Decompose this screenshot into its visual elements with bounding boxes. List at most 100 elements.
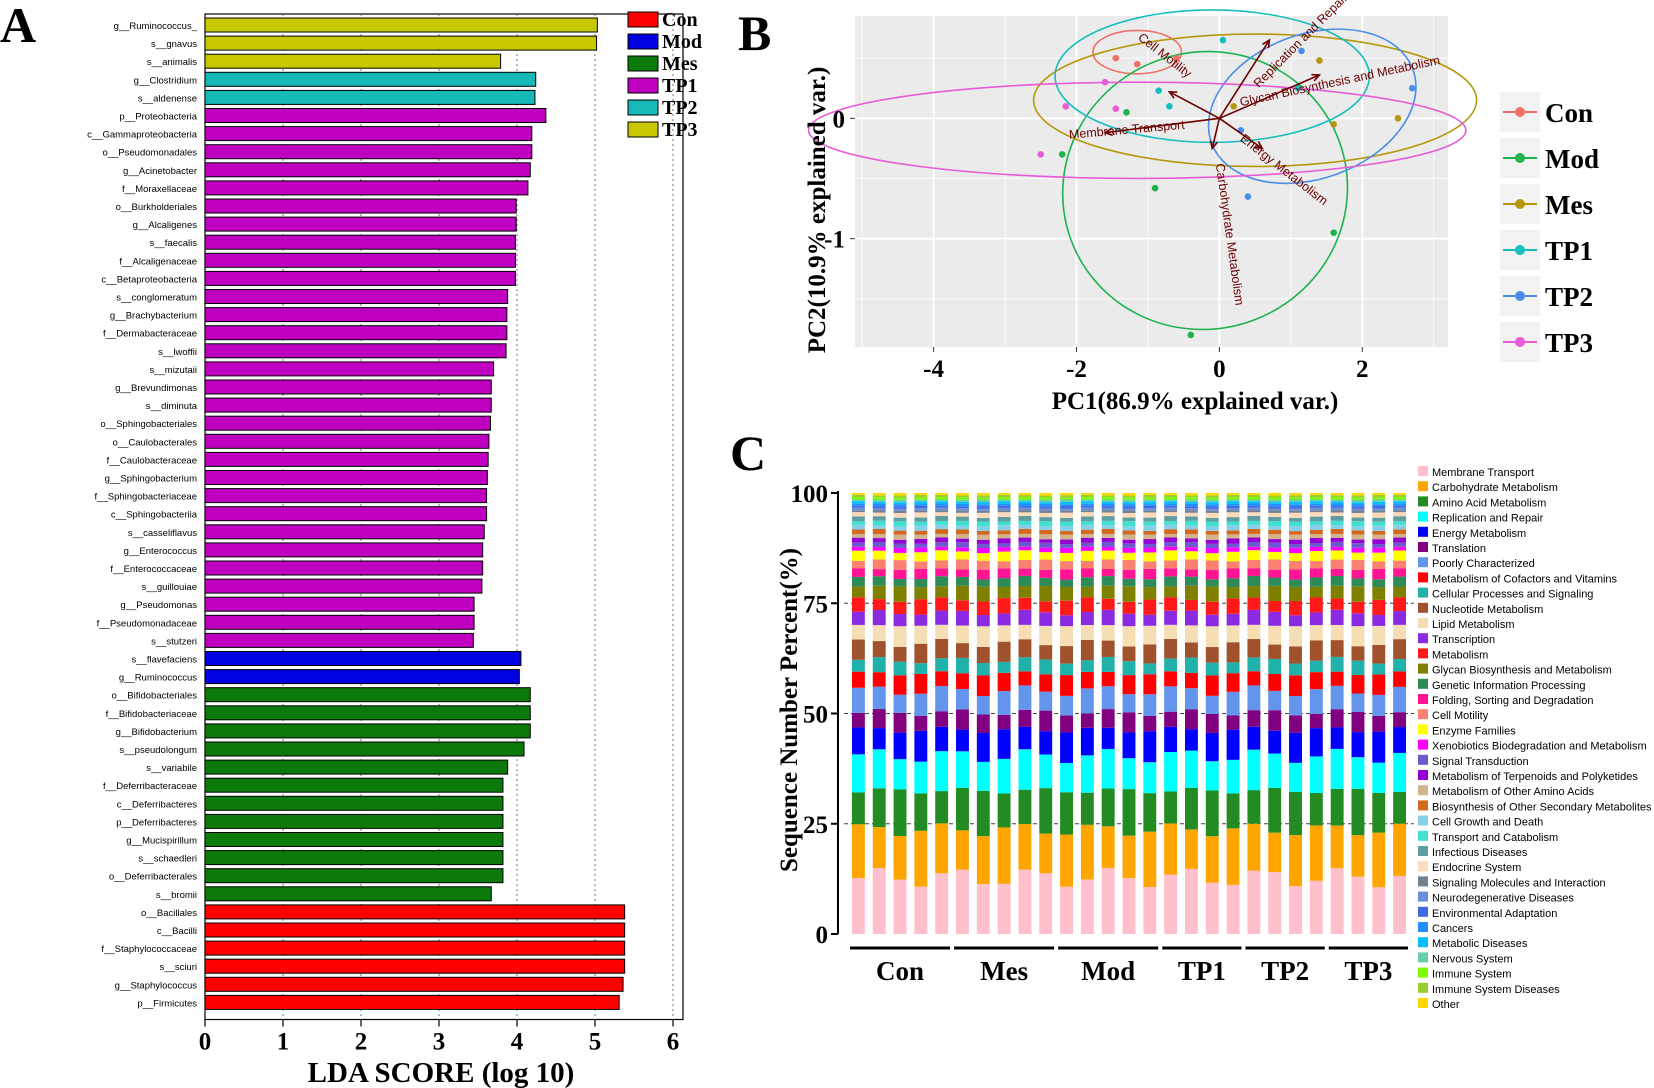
stack-segment [1351, 530, 1365, 535]
stack-segment [1226, 508, 1240, 511]
stack-segment [1309, 542, 1323, 547]
stack-segment [1039, 508, 1053, 511]
stack-segment [1122, 569, 1136, 579]
stack-segment [1101, 510, 1115, 513]
stack-segment [1101, 625, 1115, 641]
stack-segment [976, 714, 990, 733]
bar-label: s__faecalis [149, 238, 197, 249]
stack-segment [956, 576, 969, 586]
legend-label: Immune System [1432, 969, 1511, 981]
bar-label: s__variabile [146, 763, 197, 774]
stack-segment [914, 534, 928, 539]
stack-segment [872, 520, 886, 526]
stack-segment [1080, 529, 1094, 535]
stack-segment [976, 543, 990, 548]
stack-segment [1101, 656, 1115, 672]
data-point [1101, 78, 1109, 86]
stack-segment [1330, 510, 1344, 513]
legend-label: Con [662, 9, 698, 31]
stack-segment [1247, 870, 1261, 934]
stack-segment [1080, 499, 1094, 502]
legend-label: Other [1432, 999, 1460, 1011]
legend-label: Glycan Biosynthesis and Metabolism [1432, 665, 1612, 677]
stack-segment [1247, 512, 1261, 516]
stack-segment [1289, 560, 1302, 570]
stack-segment [1351, 547, 1365, 553]
stack-segment [1080, 660, 1094, 672]
stack-segment [872, 728, 886, 750]
stack-segment [1268, 526, 1282, 530]
legend-swatch [1418, 618, 1428, 628]
stack-segment [1018, 499, 1032, 502]
stack-segment [1039, 529, 1053, 535]
stack-segment [997, 497, 1011, 500]
stack-segment [1164, 512, 1178, 517]
stack-segment [1184, 495, 1198, 498]
bar [204, 325, 508, 341]
stack-segment [1226, 543, 1240, 548]
stack-segment [893, 626, 907, 647]
stack-segment [914, 761, 928, 794]
stack-segment [1164, 568, 1178, 577]
stack-segment [1330, 495, 1344, 498]
stack-segment [1184, 610, 1198, 626]
stack-segment [1268, 516, 1282, 521]
legend-label: TP1 [1545, 236, 1593, 266]
stack-segment [1268, 787, 1282, 833]
legend-swatch [1418, 481, 1428, 492]
stack-segment [1101, 550, 1115, 560]
stack-segment [1039, 512, 1053, 518]
stack-segment [1205, 662, 1219, 676]
stack-segment [1184, 868, 1198, 934]
stack-segment [956, 600, 969, 611]
stack-segment [1039, 499, 1053, 503]
stack-segment [893, 508, 907, 511]
stack-segment [893, 493, 907, 496]
stack-segment [1268, 625, 1282, 645]
stack-segment [914, 552, 928, 562]
stack-segment [851, 727, 865, 755]
stack-segment [976, 521, 990, 527]
stack-segment [1247, 493, 1261, 496]
stack-segment [1268, 872, 1282, 934]
stack-segment [872, 495, 886, 498]
stack-segment [872, 533, 886, 539]
stack-segment [1018, 528, 1032, 534]
stack-segment [851, 529, 865, 535]
stack-segment [1247, 507, 1261, 511]
stack-segment [1143, 663, 1157, 675]
stack-segment [997, 543, 1011, 548]
bar-label: p__Deferribacteres [116, 817, 197, 828]
stack-segment [914, 793, 928, 831]
bar [204, 524, 485, 540]
stack-segment [1080, 512, 1094, 517]
stack-segment [1226, 828, 1240, 885]
stack-segment [1393, 493, 1407, 495]
stack-segment [956, 709, 969, 730]
stack-segment [872, 512, 886, 517]
stack-segment [872, 788, 886, 828]
bar-label: c__Betaproteobacteria [101, 274, 197, 285]
stack-segment [956, 569, 969, 577]
stack-segment [1164, 597, 1178, 611]
bar-label: s__animalis [147, 57, 197, 68]
stack-segment [893, 526, 907, 531]
legend-swatch [1418, 496, 1428, 507]
stack-segment [1143, 543, 1157, 548]
stack-segment [1393, 512, 1407, 517]
stack-segment [1205, 502, 1219, 505]
legend-label: Signaling Molecules and Interaction [1432, 877, 1606, 889]
stack-segment [1080, 516, 1094, 522]
stack-segment [1351, 504, 1365, 507]
stack-segment [1372, 663, 1386, 675]
stack-segment [1122, 517, 1136, 522]
stack-segment [1393, 659, 1407, 672]
stack-segment [1351, 559, 1365, 570]
stack-segment [1039, 625, 1053, 646]
stack-segment [956, 643, 969, 658]
stack-segment [1351, 626, 1365, 647]
legend-swatch [627, 55, 659, 72]
stack-segment [935, 685, 949, 712]
stack-segment [1247, 657, 1261, 672]
